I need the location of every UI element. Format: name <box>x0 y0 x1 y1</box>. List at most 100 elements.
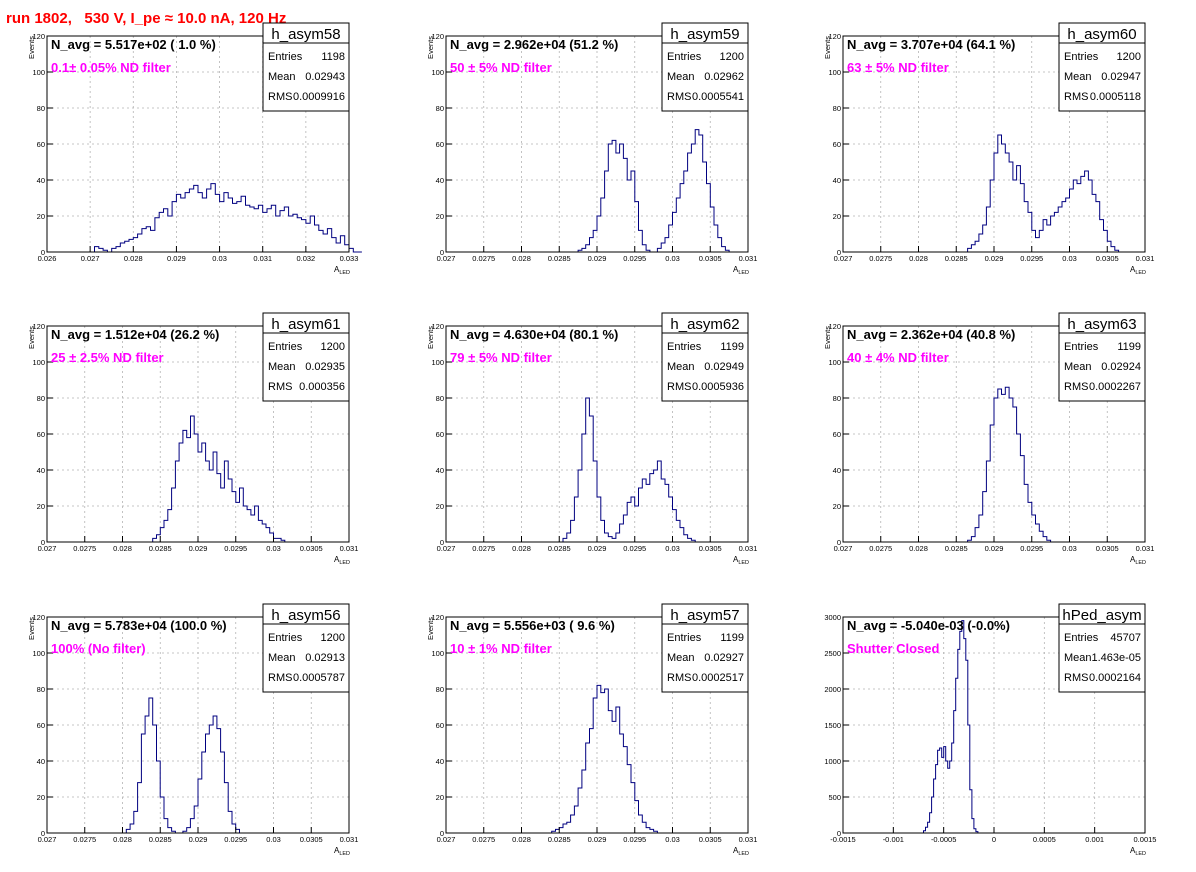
stat-value: 0.0005118 <box>1090 91 1141 103</box>
stats-box <box>1058 603 1146 693</box>
y-tick-label: 40 <box>436 757 444 766</box>
y-tick-label: 0 <box>837 248 841 257</box>
stat-value: 0.02913 <box>305 652 345 664</box>
x-tick-label: 0.0285 <box>548 254 571 263</box>
x-tick-label: 0.03 <box>266 835 281 844</box>
stat-value: 1199 <box>1117 341 1141 353</box>
x-tick-label: 0.0275 <box>869 544 892 553</box>
x-tick-label: 0.0285 <box>149 835 172 844</box>
x-tick-label: 0.03 <box>1062 544 1077 553</box>
x-tick-label: 0.0295 <box>623 254 646 263</box>
histogram-series-line <box>94 183 362 253</box>
x-tick-label: 0.028 <box>512 254 531 263</box>
stats-box <box>262 312 350 402</box>
histogram-name: h_asym61 <box>271 316 340 333</box>
stat-value: 1200 <box>720 51 744 63</box>
x-tick-label: 0.031 <box>340 835 359 844</box>
y-tick-label: 120 <box>32 32 45 41</box>
x-tick-label: 0.0295 <box>224 835 247 844</box>
y-tick-label: 80 <box>37 104 45 113</box>
x-tick-label: 0.031 <box>739 835 758 844</box>
stat-label: Mean <box>1064 71 1092 83</box>
x-tick-label: 0.0305 <box>300 835 323 844</box>
histogram-panel-h_asym59: 0.027 0.0275 0.028 0.0285 0.029 0.0295 0.03 0.0… <box>426 22 757 276</box>
histogram-name: h_asym57 <box>670 607 739 624</box>
y-tick-label: 40 <box>37 466 45 475</box>
stat-label: Entries <box>1064 632 1099 644</box>
stat-label: RMS <box>1064 381 1088 393</box>
stat-label: Entries <box>268 341 303 353</box>
x-tick-label: -0.0015 <box>830 835 855 844</box>
y-tick-label: 2500 <box>824 649 841 658</box>
x-tick-label: 0.028 <box>124 254 143 263</box>
page-title: run 1802, 530 V, I_pe ≈ 10.0 nA, 120 Hz <box>6 10 287 27</box>
y-tick-label: 60 <box>37 430 45 439</box>
x-tick-label: 0.029 <box>985 254 1004 263</box>
y-tick-label: 120 <box>828 32 841 41</box>
x-axis-label: ALED <box>733 265 749 276</box>
stat-value: 1198 <box>321 51 345 63</box>
y-tick-label: 60 <box>436 430 444 439</box>
x-tick-label: 0.027 <box>81 254 100 263</box>
y-tick-label: 100 <box>32 68 45 77</box>
y-tick-label: 120 <box>431 32 444 41</box>
navg-label: N_avg = 3.707e+04 (64.1 %) <box>847 37 1015 52</box>
stat-value: 0.0005936 <box>692 381 744 393</box>
stats-box <box>262 603 350 693</box>
x-axis-label: ALED <box>1130 555 1146 566</box>
y-tick-label: 2000 <box>824 685 841 694</box>
y-axis-label: Events <box>27 326 36 349</box>
y-tick-label: 80 <box>37 685 45 694</box>
x-tick-label: 0.0305 <box>699 254 722 263</box>
x-tick-label: 0.0305 <box>1096 544 1119 553</box>
filter-label: 0.1± 0.05% ND filter <box>51 60 171 75</box>
stat-value: 0.0009916 <box>293 91 345 103</box>
histogram-name: h_asym56 <box>271 607 340 624</box>
y-tick-label: 40 <box>37 757 45 766</box>
x-tick-label: 0.031 <box>739 544 758 553</box>
histogram-panel-h_asym57: 0.027 0.0275 0.028 0.0285 0.029 0.0295 0.03 0.0… <box>426 603 758 857</box>
x-tick-label: 0.031 <box>340 544 359 553</box>
histogram-panel-h_asym60: 0.027 0.0275 0.028 0.0285 0.029 0.0295 0.03 0.0… <box>823 22 1154 276</box>
x-tick-label: 0.0005 <box>1033 835 1056 844</box>
y-axis-label: Events <box>27 36 36 59</box>
x-tick-label: 0.0285 <box>548 835 571 844</box>
y-tick-label: 0 <box>837 829 841 838</box>
x-tick-label: 0.0275 <box>472 835 495 844</box>
x-tick-label: 0.0275 <box>73 544 96 553</box>
stat-value: 0.02947 <box>1101 71 1141 83</box>
histogram-panel-h_asym56: 0.027 0.0275 0.028 0.0285 0.029 0.0295 0.03 0.0… <box>27 603 359 857</box>
y-tick-label: 0 <box>837 538 841 547</box>
y-tick-label: 20 <box>833 212 841 221</box>
x-axis-label: ALED <box>733 555 749 566</box>
x-tick-label: 0.029 <box>189 544 208 553</box>
x-tick-label: 0.0295 <box>623 544 646 553</box>
y-tick-label: 20 <box>37 212 45 221</box>
x-tick-label: 0.0275 <box>472 544 495 553</box>
x-tick-label: 0.001 <box>1085 835 1104 844</box>
stat-label: RMS <box>667 672 691 684</box>
stat-label: Entries <box>1064 51 1099 63</box>
x-axis-label: ALED <box>334 846 350 857</box>
y-axis-label: Events <box>426 617 435 640</box>
stat-label: RMS <box>1064 91 1088 103</box>
navg-label: N_avg = 4.630e+04 (80.1 %) <box>450 327 618 342</box>
stat-label: Mean <box>268 652 296 664</box>
stat-value: 1200 <box>1117 51 1141 63</box>
y-tick-label: 40 <box>833 176 841 185</box>
y-tick-label: 100 <box>431 358 444 367</box>
navg-label: N_avg = 5.517e+02 ( 1.0 %) <box>51 37 216 52</box>
y-tick-label: 0 <box>41 829 45 838</box>
x-tick-label: 0.0305 <box>699 835 722 844</box>
navg-label: N_avg = 5.783e+04 (100.0 %) <box>51 618 227 633</box>
stats-box <box>262 22 350 112</box>
y-tick-label: 3000 <box>824 613 841 622</box>
y-tick-label: 80 <box>37 394 45 403</box>
x-tick-label: 0.0285 <box>149 544 172 553</box>
x-tick-label: 0.0285 <box>945 544 968 553</box>
y-tick-label: 20 <box>37 793 45 802</box>
y-tick-label: 80 <box>436 685 444 694</box>
stat-value: 1.463e-05 <box>1091 652 1141 664</box>
stat-value: 0.0002267 <box>1089 381 1141 393</box>
